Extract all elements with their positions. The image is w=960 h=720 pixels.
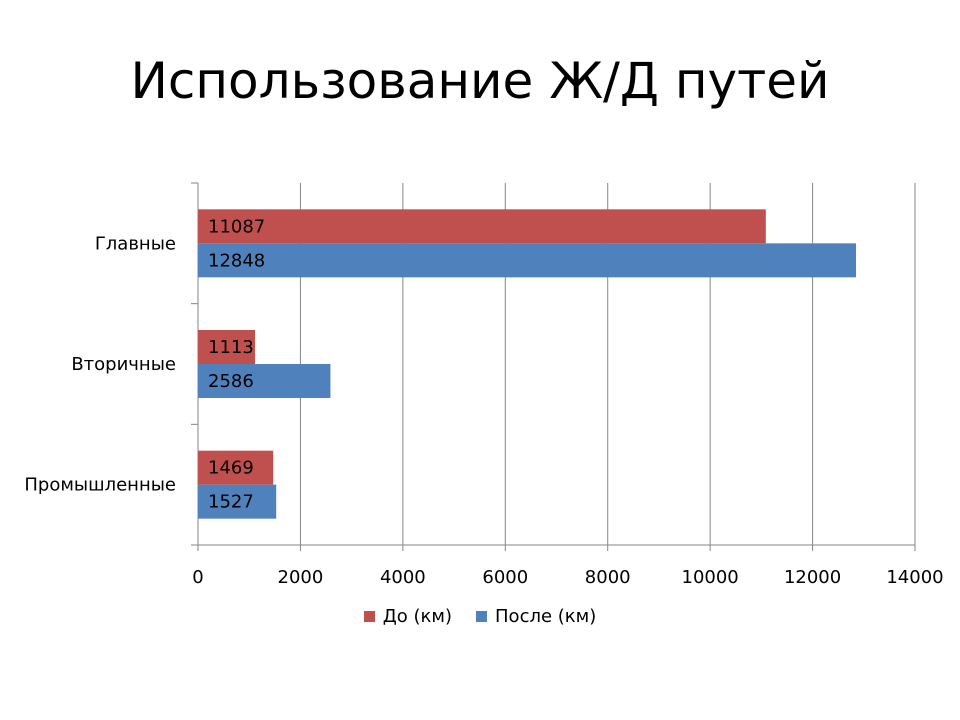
legend-swatch <box>476 611 488 622</box>
data-label: 12848 <box>208 250 265 271</box>
data-label: 11087 <box>208 216 265 237</box>
x-tick-label: 4000 <box>380 567 426 588</box>
data-label: 1469 <box>208 458 254 479</box>
bar <box>198 243 857 278</box>
category-label: Главные <box>95 233 176 254</box>
bar <box>198 450 274 485</box>
legend-label: После (км) <box>495 606 597 627</box>
category-label: Вторичные <box>71 354 176 375</box>
x-tick-label: 6000 <box>482 567 528 588</box>
category-label: Промышленные <box>24 475 176 496</box>
x-tick-label: 0 <box>192 567 203 588</box>
bar <box>198 330 256 364</box>
legend-item: До (км) <box>363 606 453 627</box>
data-label: 1527 <box>208 492 254 513</box>
x-tick-label: 12000 <box>784 567 841 588</box>
x-tick-label: 14000 <box>886 567 943 588</box>
data-label: 1113 <box>208 337 254 358</box>
bar <box>198 484 277 519</box>
x-tick-label: 2000 <box>278 567 324 588</box>
legend-swatch <box>363 611 375 622</box>
chart-legend: До (км) После (км) <box>0 606 960 627</box>
bar <box>198 209 766 244</box>
legend-label: До (км) <box>382 606 453 627</box>
page-title: Использование Ж/Д путей <box>130 52 830 110</box>
x-tick-label: 10000 <box>682 567 739 588</box>
legend-item: После (км) <box>476 606 596 627</box>
bar <box>198 364 331 398</box>
x-tick-label: 8000 <box>585 567 631 588</box>
data-label: 2586 <box>208 371 254 392</box>
